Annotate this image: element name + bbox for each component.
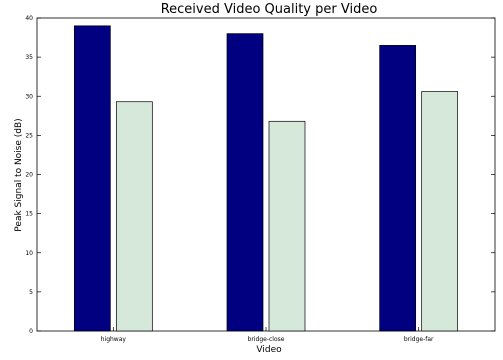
bar-highway-series2 — [115, 101, 153, 332]
x-tick-label: bridge-close — [248, 336, 285, 343]
y-tick-label: 0 — [29, 328, 33, 335]
y-axis-label: Peak Signal to Noise (dB) — [14, 118, 24, 231]
chart-title: Received Video Quality per Video — [161, 2, 378, 17]
y-tick-label: 15 — [25, 211, 33, 218]
bar-bridge-close-series2 — [268, 120, 306, 332]
x-axis-label: Video — [256, 345, 282, 355]
y-tick-label: 5 — [29, 289, 33, 296]
x-tick-label: highway — [101, 336, 127, 343]
x-tick-label: bridge-far — [404, 336, 434, 343]
y-tick-label: 10 — [25, 250, 33, 257]
y-tick-label: 25 — [25, 132, 33, 139]
y-tick-label: 30 — [25, 93, 33, 100]
bar-highway-series1 — [73, 25, 111, 332]
bar-bridge-far-series2 — [421, 91, 459, 332]
y-tick-label: 20 — [25, 172, 33, 179]
bar-bridge-close-series1 — [226, 33, 264, 332]
y-tick-label: 40 — [25, 15, 33, 22]
y-tick-label: 35 — [25, 54, 33, 61]
plot-area: 0 5 10 15 20 25 30 35 40 highway bridge-close bridg… — [25, 15, 496, 343]
bar-bridge-far-series1 — [379, 45, 417, 332]
